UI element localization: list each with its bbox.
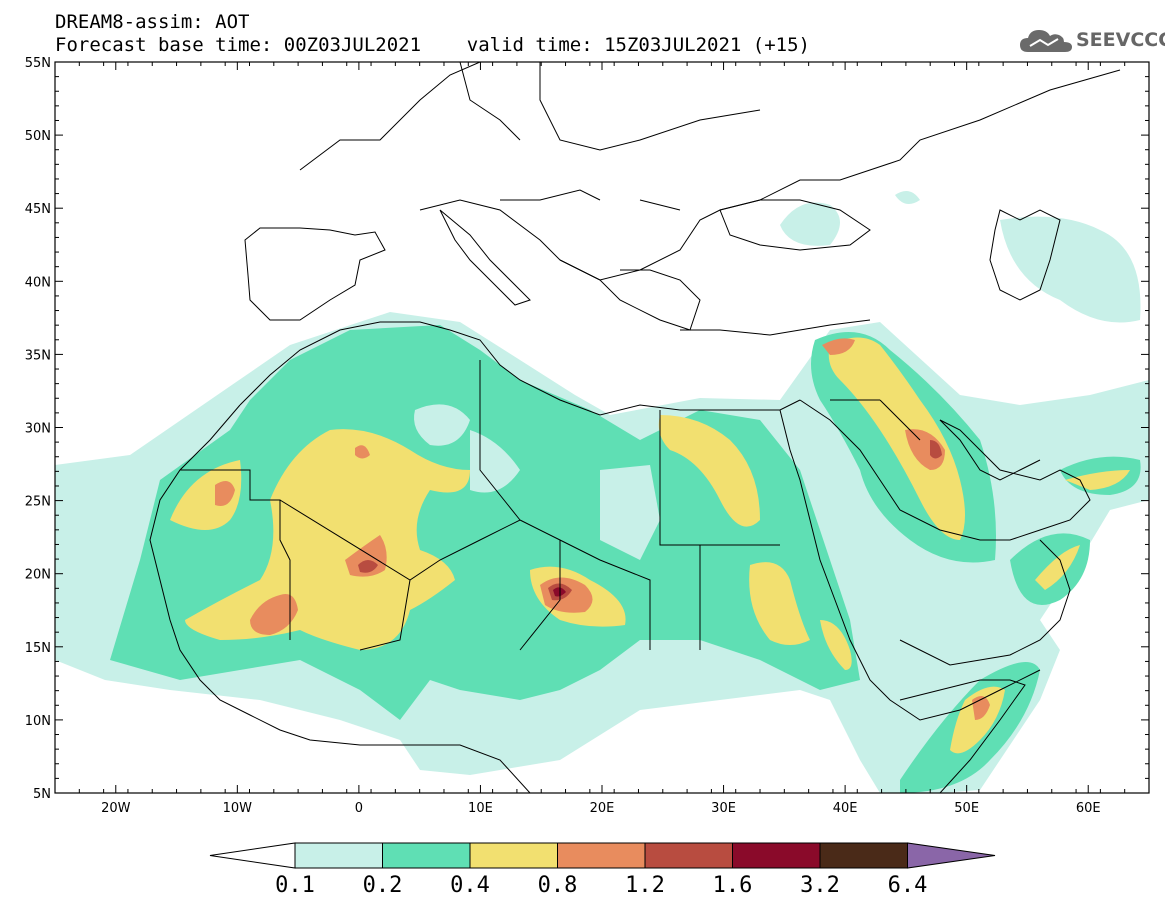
lat-tick-label: 55N [25, 56, 51, 71]
colorbar-segment [382, 842, 471, 869]
colorbar-level-label: 3.2 [800, 873, 840, 898]
colorbar-level-label: 1.2 [625, 873, 665, 898]
lon-tick-label: 20E [590, 801, 615, 816]
logo-text: SEEVCCC [1076, 29, 1165, 51]
colorbar-segment [469, 842, 558, 869]
cloud-icon [1020, 30, 1072, 52]
colorbar-segment [294, 842, 383, 869]
lat-tick-label: 35N [25, 348, 51, 363]
lon-tick-label: 40E [833, 801, 858, 816]
lat-tick-label: 45N [25, 202, 51, 217]
lat-tick-label: 25N [25, 495, 51, 510]
longitude-axis: 20W 10W 0 10E 20E 30E 40E 50E 60E [54, 62, 1150, 816]
lon-tick-label: 0 [355, 801, 363, 816]
lat-tick-label: 5N [33, 787, 51, 802]
aot-contours [55, 191, 1149, 793]
forecast-times: Forecast base time: 00Z03JUL2021 valid t… [55, 34, 810, 56]
colorbar-over-arrow [907, 842, 996, 869]
lon-tick-label: 50E [954, 801, 979, 816]
colorbar-level-label: 6.4 [888, 873, 928, 898]
colorbar-segment [732, 842, 821, 869]
lon-tick-label: 60E [1076, 801, 1101, 816]
colorbar-level-label: 0.2 [363, 873, 403, 898]
lon-tick-label: 20W [101, 801, 131, 816]
aot-band-0.8 [215, 481, 235, 506]
colorbar-level-label: 1.6 [713, 873, 753, 898]
colorbar-under-arrow [209, 842, 296, 869]
lat-tick-label: 40N [25, 275, 51, 290]
aot-band-0.4 [170, 460, 242, 530]
lat-tick-label: 15N [25, 641, 51, 656]
colorbar-level-label: 0.4 [450, 873, 490, 898]
seevccc-logo: SEEVCCC [1018, 26, 1165, 56]
lon-tick-label: 30E [711, 801, 736, 816]
colorbar-level-label: 0.1 [275, 873, 315, 898]
latitude-axis: 5N 10N 15N 20N 25N 30N 35N 40N 45N 50N 55N [25, 56, 1149, 802]
lon-tick-label: 10W [223, 801, 253, 816]
colorbar-segment [557, 842, 646, 869]
colorbar: 0.1 0.2 0.4 0.8 1.2 1.6 3.2 6.4 [209, 842, 996, 898]
lat-tick-label: 30N [25, 422, 51, 437]
colorbar-segment [644, 842, 733, 869]
lat-tick-label: 10N [25, 714, 51, 729]
lat-tick-label: 20N [25, 568, 51, 583]
colorbar-level-label: 0.8 [538, 873, 578, 898]
aot-band-1.2 [358, 560, 378, 573]
coastlines [149, 62, 1121, 793]
lon-tick-label: 10E [468, 801, 493, 816]
colorbar-segment [819, 842, 908, 869]
map-title: DREAM8-assim: AOT [55, 11, 250, 33]
lat-tick-label: 50N [25, 129, 51, 144]
